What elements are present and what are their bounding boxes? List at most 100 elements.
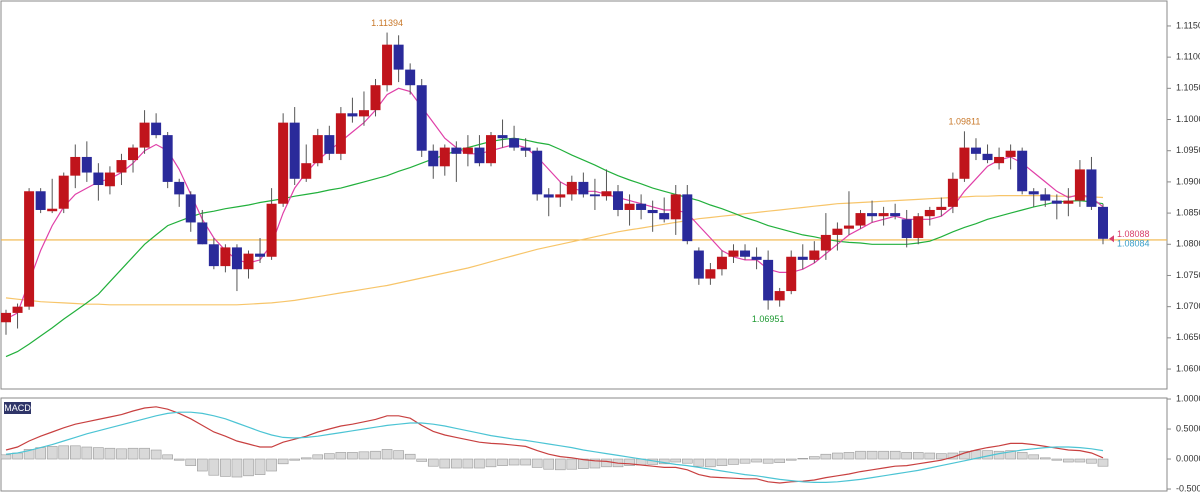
histogram-bar (300, 457, 312, 460)
candle-body (601, 191, 612, 197)
candle-body (312, 135, 323, 164)
histogram-bar (751, 458, 762, 463)
histogram-bar (589, 458, 601, 469)
candle-body (289, 122, 300, 179)
candle-body (543, 194, 554, 198)
candle-body (647, 209, 658, 214)
candle-body (520, 147, 531, 151)
histogram-bar (531, 458, 543, 468)
candle-body (532, 150, 543, 195)
histogram-bar (832, 452, 843, 460)
candle-body (104, 172, 115, 187)
histogram-bar (404, 453, 416, 460)
histogram-bar (520, 458, 531, 466)
price-annotation: 1.11394 (371, 18, 403, 28)
candle-body (936, 206, 947, 210)
histogram-bar (809, 456, 820, 460)
candle-body (278, 122, 289, 204)
candle-body (740, 250, 751, 257)
candle-body (705, 269, 716, 279)
candle-body (1005, 150, 1016, 157)
histogram-bar (601, 458, 612, 468)
candle-body (24, 191, 35, 307)
candle-body (220, 247, 231, 267)
candle-body (12, 306, 23, 313)
histogram-bar (705, 458, 716, 468)
histogram-bar (381, 449, 393, 460)
candle-body (555, 194, 566, 198)
macd-label-box (4, 402, 31, 414)
histogram-bar (35, 447, 46, 460)
histogram-bar (820, 453, 832, 460)
candle-body (843, 225, 854, 229)
candle-body (81, 156, 92, 173)
histogram-bar (1039, 457, 1051, 460)
candle-body (485, 135, 496, 164)
histogram-bar (254, 458, 266, 475)
candle-body (1028, 191, 1039, 195)
histogram-bar (116, 448, 127, 460)
candle-body (959, 147, 970, 179)
histogram-bar (208, 458, 220, 476)
histogram-bar (993, 450, 1005, 460)
histogram-bar (924, 452, 936, 460)
candle-body (70, 156, 81, 176)
histogram-bar (485, 458, 497, 468)
candle-body (462, 147, 473, 154)
candle-body (382, 44, 393, 86)
histogram-bar (1086, 458, 1097, 464)
candle-body (116, 160, 127, 173)
histogram-bar (1016, 452, 1028, 460)
histogram-bar (693, 458, 705, 467)
candle-body (301, 163, 312, 179)
histogram-bar (416, 458, 428, 462)
histogram-bar (462, 458, 474, 469)
histogram-bar (1005, 450, 1016, 460)
candle-body (566, 181, 577, 195)
y-tick-label: 1.06000 (1176, 363, 1200, 373)
histogram-bar (347, 452, 358, 460)
histogram-bar (312, 454, 324, 460)
histogram-bar (681, 458, 693, 464)
histogram-bar (670, 458, 682, 463)
candle-body (716, 256, 727, 270)
histogram-bar (947, 452, 959, 460)
histogram-bar (497, 458, 508, 466)
macd-label: MACD (4, 403, 31, 413)
histogram-bar (774, 458, 785, 463)
histogram-bar (762, 458, 774, 464)
candle-body (924, 209, 935, 217)
candle-body (728, 250, 739, 257)
candle-body (335, 113, 346, 154)
candle-body (428, 150, 439, 167)
histogram-bar (266, 458, 277, 472)
histogram-bar (785, 458, 797, 461)
y-tick-label: 1.08500 (1176, 207, 1200, 217)
y-tick-label: 1.07500 (1176, 270, 1200, 280)
candle-body (578, 181, 589, 195)
histogram-bar (843, 452, 855, 460)
histogram-bar (197, 458, 208, 472)
candle-body (416, 85, 427, 151)
histogram-bar (439, 458, 451, 469)
histogram-bar (543, 458, 555, 470)
candle-body (1040, 194, 1051, 201)
last-price-label: 1.08084 (1117, 238, 1150, 248)
histogram-bar (554, 458, 566, 471)
histogram-bar (508, 458, 520, 466)
candle-body (208, 244, 219, 267)
candle-body (624, 203, 635, 210)
moving-average (5, 87, 1104, 320)
histogram-bar (936, 453, 947, 460)
candle-body (1063, 200, 1074, 204)
y-tick-label: 1.07000 (1176, 301, 1200, 311)
macd-plot-frame (0, 397, 1168, 492)
candle-body (682, 194, 693, 242)
macd-line (5, 406, 1104, 484)
candle-body (982, 153, 993, 161)
candle-body (809, 250, 820, 260)
